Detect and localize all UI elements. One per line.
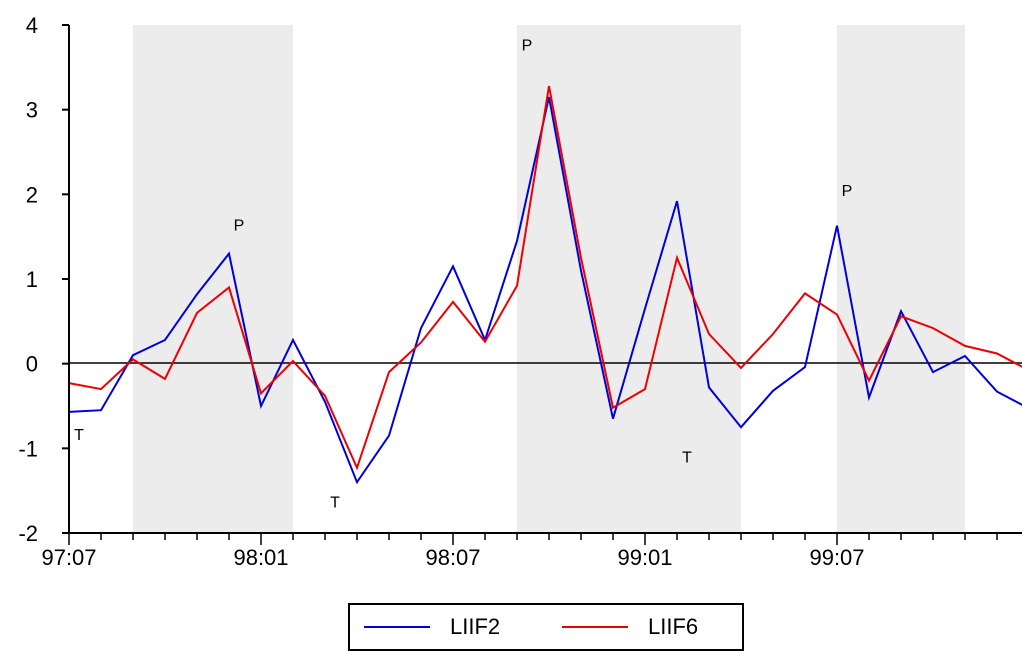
y-tick-label: -2 xyxy=(18,521,38,546)
trough-marker: T xyxy=(74,427,84,444)
series-line-liif2 xyxy=(68,96,1022,485)
legend-swatch-liif2 xyxy=(364,626,430,628)
x-tick-label: 97:07 xyxy=(41,545,96,570)
legend-label-liif2: LIIF2 xyxy=(450,614,501,639)
y-tick-label: 0 xyxy=(26,352,38,377)
peak-marker: P xyxy=(522,37,533,54)
series-layer xyxy=(68,85,1022,485)
x-tick-label: 99:07 xyxy=(809,545,864,570)
x-tick-label: 98:01 xyxy=(233,545,288,570)
legend-label-liif6: LIIF6 xyxy=(648,614,699,639)
peak-marker: P xyxy=(234,218,245,235)
y-tick-label: 1 xyxy=(26,267,38,292)
trough-marker: T xyxy=(682,450,692,467)
y-tick-label: 3 xyxy=(26,98,38,123)
x-tick-label: 98:07 xyxy=(425,545,480,570)
x-tick-label: 99:01 xyxy=(617,545,672,570)
legend: LIIF2 LIIF6 xyxy=(348,603,744,651)
shaded-period xyxy=(133,25,293,533)
x-ticks: 97:07 98:01 98:07 99:01 99:07 xyxy=(41,533,998,570)
y-tick-label: 4 xyxy=(26,13,38,38)
legend-item-liif6: LIIF6 xyxy=(562,605,698,649)
annotations: T P T P T P xyxy=(74,37,852,511)
legend-swatch-liif6 xyxy=(562,626,628,628)
legend-item-liif2: LIIF2 xyxy=(364,605,500,649)
y-tick-label: 2 xyxy=(26,182,38,207)
series-line-liif6 xyxy=(68,85,1022,471)
y-tick-label: -1 xyxy=(18,436,38,461)
y-ticks: -2 -1 0 1 2 3 4 xyxy=(18,13,69,546)
trough-marker: T xyxy=(330,495,340,512)
shaded-period xyxy=(837,25,965,533)
peak-marker: P xyxy=(842,183,853,200)
